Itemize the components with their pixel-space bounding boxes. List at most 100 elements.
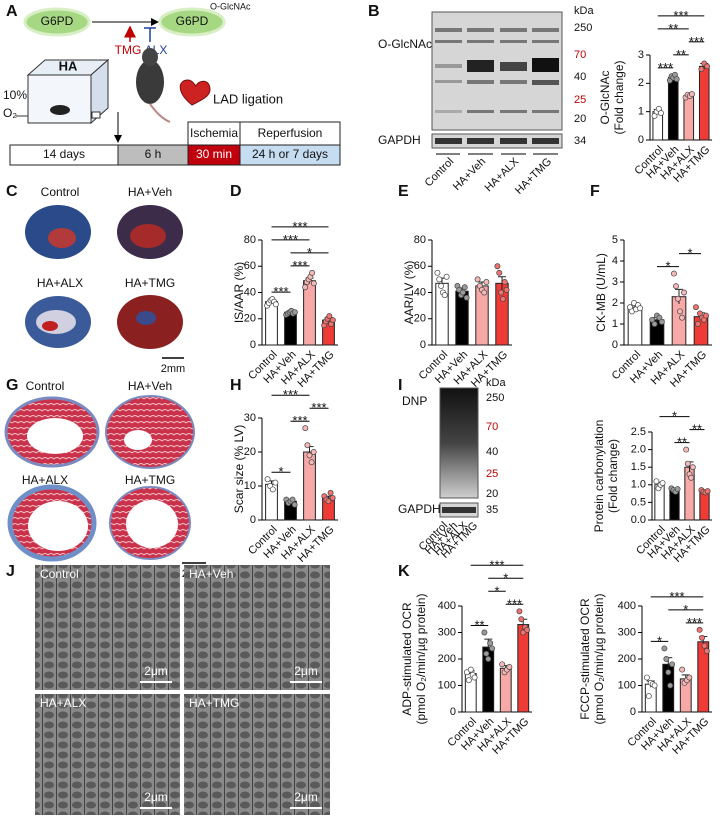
data-point bbox=[637, 305, 643, 312]
y-tick-label: 300 bbox=[438, 626, 456, 638]
data-point bbox=[693, 304, 699, 311]
y-tick-label: 80 bbox=[414, 234, 426, 246]
y-axis-label: (Fold change) bbox=[612, 60, 626, 134]
data-point bbox=[516, 608, 523, 615]
data-point bbox=[329, 317, 336, 324]
data-point bbox=[483, 279, 490, 285]
em-image bbox=[35, 565, 180, 690]
data-point bbox=[272, 301, 279, 308]
y-tick-label: 400 bbox=[438, 600, 456, 612]
data-point bbox=[681, 289, 687, 296]
y-tick-label: 30 bbox=[244, 412, 256, 424]
significance-label: *** bbox=[489, 557, 504, 572]
data-point bbox=[651, 682, 658, 689]
data-point bbox=[302, 425, 309, 432]
data-point bbox=[658, 318, 665, 325]
image-label: Control bbox=[41, 185, 80, 199]
marker-label: 250 bbox=[486, 392, 504, 404]
panel-label: A bbox=[6, 3, 18, 20]
em-images: Control HA+Veh HA+ALX HA+TMG 2μm 2μm 2μm… bbox=[35, 565, 330, 815]
data-point bbox=[438, 282, 445, 289]
significance-label: * bbox=[665, 259, 670, 274]
data-point bbox=[506, 664, 513, 670]
data-point bbox=[291, 501, 298, 508]
panel-label: I bbox=[398, 377, 402, 394]
data-point bbox=[679, 666, 686, 673]
significance-label: ** bbox=[668, 21, 678, 36]
panel-label: D bbox=[230, 183, 242, 200]
y-tick-label: 20 bbox=[244, 313, 256, 325]
image-label: HA+Veh bbox=[128, 185, 172, 199]
data-point bbox=[487, 640, 494, 647]
data-point bbox=[302, 284, 309, 291]
data-point bbox=[698, 66, 705, 73]
data-point bbox=[653, 478, 660, 485]
data-point bbox=[667, 682, 674, 689]
oxygen-label: O₂ bbox=[3, 106, 17, 120]
panel-label: E bbox=[398, 183, 409, 200]
bar bbox=[475, 285, 489, 346]
y-tick-label: 1.5 bbox=[631, 461, 646, 473]
y-tick-label: 20 bbox=[414, 313, 426, 325]
infarct bbox=[42, 321, 58, 331]
significance-label: *** bbox=[687, 615, 702, 630]
significance-label: *** bbox=[507, 596, 522, 611]
y-axis-label: CK-MB (U/mL) bbox=[594, 253, 608, 332]
western-blot: O-GlcNAc kDa 250 70 40 25 20 GAPDH 34 Co… bbox=[378, 5, 594, 197]
data-point bbox=[483, 650, 490, 657]
data-point bbox=[434, 269, 441, 276]
y-axis-label: (Fold change) bbox=[606, 439, 620, 513]
y-axis-label: AAR/LV (%) bbox=[402, 261, 416, 325]
marker-label: 34 bbox=[574, 135, 586, 147]
data-point bbox=[481, 289, 488, 296]
y-tick-label: 80 bbox=[244, 234, 256, 246]
bar bbox=[699, 490, 710, 521]
data-point bbox=[659, 480, 666, 486]
data-point bbox=[264, 476, 271, 483]
timeline-label: 6 h bbox=[145, 147, 162, 161]
blot-bands bbox=[435, 28, 559, 113]
data-point bbox=[474, 276, 481, 283]
infarct bbox=[36, 310, 76, 334]
data-point bbox=[677, 308, 683, 315]
data-point bbox=[699, 634, 705, 641]
infarct bbox=[130, 224, 166, 248]
mouse-body bbox=[136, 60, 164, 104]
significance-label: ** bbox=[676, 47, 686, 62]
significance-label: *** bbox=[311, 400, 326, 415]
bar bbox=[698, 65, 710, 141]
data-point bbox=[669, 661, 676, 668]
panel-label: K bbox=[398, 563, 410, 580]
y-tick-label: 2 bbox=[638, 77, 644, 89]
y-tick-label: 40 bbox=[244, 286, 256, 298]
outlet bbox=[91, 111, 101, 119]
em-image bbox=[184, 565, 330, 690]
y-tick-label: 3 bbox=[612, 276, 618, 288]
significance-label: * bbox=[683, 602, 688, 617]
significance-label: ** bbox=[474, 618, 484, 633]
scale-label: 2μm bbox=[144, 790, 168, 804]
heart-sections: Control HA+Veh HA+ALX HA+TMG 2mm bbox=[25, 185, 185, 375]
western-blot: DNP kDa 250 70 40 25 20 GAPDH 35 Control… bbox=[398, 377, 506, 561]
oxygen-percent: 10% bbox=[3, 88, 27, 102]
em-image bbox=[184, 694, 330, 815]
data-point bbox=[651, 321, 658, 327]
data-point bbox=[684, 460, 691, 467]
scale-label: 2mm bbox=[161, 363, 185, 375]
chamber-front bbox=[27, 74, 92, 124]
lane-label: HA+TMG bbox=[513, 156, 554, 197]
significance-label: * bbox=[307, 245, 312, 260]
data-point bbox=[643, 674, 650, 681]
data-point bbox=[310, 449, 317, 455]
data-point bbox=[485, 656, 492, 662]
timeline-label: 24 h or 7 days bbox=[252, 147, 328, 161]
data-point bbox=[329, 494, 336, 501]
panel-label: H bbox=[230, 377, 242, 394]
panel-label: C bbox=[6, 183, 18, 200]
scale-label: 2μm bbox=[294, 790, 318, 804]
significance-label: ** bbox=[692, 422, 702, 437]
data-point bbox=[326, 313, 333, 320]
timeline-segment bbox=[239, 144, 341, 166]
image-label: Control bbox=[26, 379, 65, 393]
y-tick-label: 2 bbox=[612, 297, 618, 309]
